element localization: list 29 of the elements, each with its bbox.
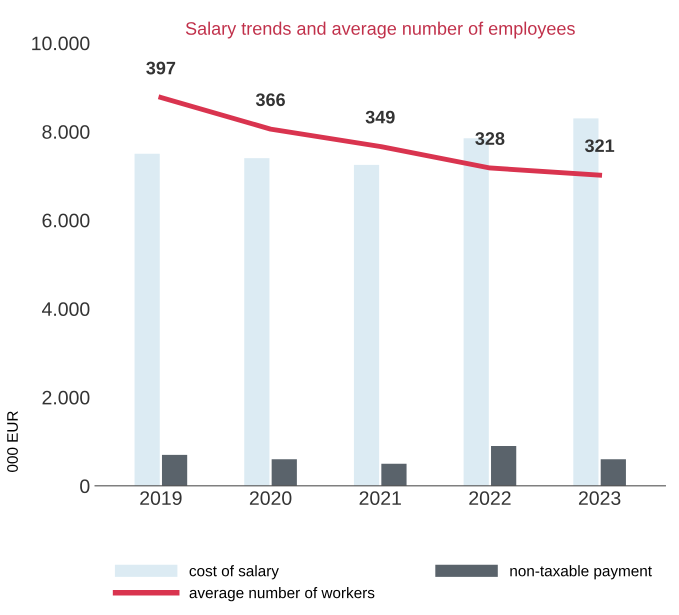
bar (381, 464, 407, 486)
x-tick-label: 2020 (250, 491, 292, 505)
chart-title: Salary trends and average number of employees (186, 22, 575, 38)
y-tick-label: 6.000 (42, 214, 90, 228)
bar (162, 454, 188, 486)
y-tick-label: 0 (80, 479, 90, 494)
x-tick-label: 2023 (578, 491, 620, 505)
bar (600, 459, 626, 486)
data-label: 321 (584, 139, 614, 152)
data-label: 366 (256, 93, 285, 106)
data-label: 328 (475, 132, 504, 145)
y-tick-label: 10.000 (32, 36, 90, 50)
y-tick-label: 2.000 (42, 390, 90, 405)
bar (354, 164, 380, 486)
y-tick-label: 4.000 (42, 302, 90, 316)
bar (244, 158, 270, 486)
y-tick-label: 8.000 (42, 125, 90, 139)
bar (134, 154, 160, 486)
x-tick-label: 2019 (140, 491, 182, 505)
legend-label: cost of salary (190, 565, 279, 580)
bar (491, 446, 516, 486)
data-label: 397 (146, 62, 176, 74)
bar (272, 459, 297, 486)
legend-label: non-taxable payment (510, 565, 652, 580)
x-tick-label: 2021 (360, 491, 401, 505)
x-tick-label: 2022 (469, 491, 511, 505)
data-label: 349 (366, 110, 395, 124)
y-axis-title: 000 EUR (7, 411, 18, 472)
legend-label: average number of workers (190, 587, 374, 602)
